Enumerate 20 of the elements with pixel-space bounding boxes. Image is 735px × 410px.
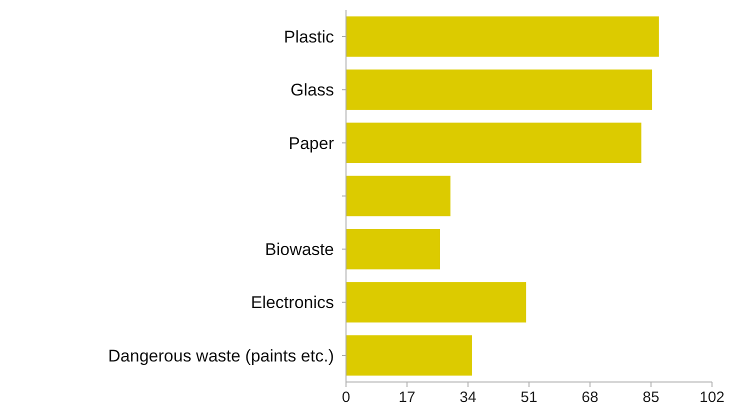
y-tick-label: Plastic xyxy=(284,28,334,47)
y-tick-label: Glass xyxy=(290,80,334,100)
y-tick-label: Dangerous waste (paints etc.) xyxy=(108,346,334,366)
x-tick-label: 85 xyxy=(642,389,660,406)
bar xyxy=(346,122,642,164)
x-tick-label: 51 xyxy=(520,389,538,406)
y-tick-label: Biowaste xyxy=(265,240,334,260)
bar xyxy=(346,282,526,322)
x-tick-label: 68 xyxy=(582,389,598,406)
bar xyxy=(346,70,652,110)
bar xyxy=(346,228,440,270)
bar xyxy=(346,176,450,216)
y-tick-label: Paper xyxy=(288,134,334,153)
x-tick-label: 0 xyxy=(342,389,350,406)
x-tick-label: 102 xyxy=(699,389,725,406)
bar xyxy=(346,16,659,57)
y-tick-label: Electronics xyxy=(250,293,334,312)
x-tick-label: 34 xyxy=(460,389,476,406)
x-tick-label: 17 xyxy=(398,389,416,406)
bar xyxy=(346,335,472,376)
